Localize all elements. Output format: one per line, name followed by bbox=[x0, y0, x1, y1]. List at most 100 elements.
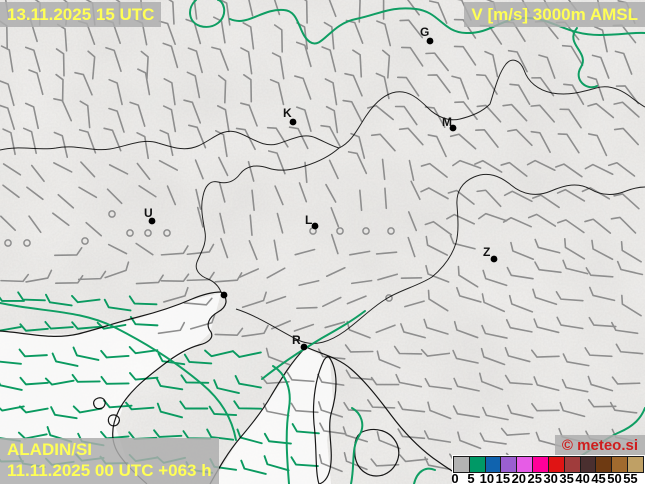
wind-barb bbox=[502, 103, 528, 122]
wind-barb bbox=[128, 346, 159, 355]
city-dot bbox=[449, 124, 457, 132]
wind-barb bbox=[28, 69, 44, 96]
wind-barb bbox=[561, 378, 589, 393]
city-label: G bbox=[420, 25, 429, 39]
wind-barb bbox=[108, 78, 123, 106]
wind-barb bbox=[294, 248, 316, 256]
wind-barb bbox=[611, 376, 641, 385]
wind-barb bbox=[240, 102, 258, 127]
wind-barb bbox=[162, 42, 179, 69]
wind-barb bbox=[44, 320, 74, 330]
wind-barb bbox=[273, 24, 283, 53]
wind-barb bbox=[241, 291, 267, 309]
wind-barb bbox=[347, 151, 368, 175]
wind-barb bbox=[349, 250, 371, 256]
isotach-contour bbox=[272, 365, 291, 484]
wind-barb bbox=[509, 83, 531, 106]
calm-wind-circle bbox=[336, 227, 344, 235]
wind-barb bbox=[587, 398, 617, 408]
wind-barb bbox=[290, 402, 319, 414]
calm-wind-circle bbox=[362, 227, 370, 235]
wind-barb bbox=[420, 187, 449, 200]
wind-barb bbox=[607, 161, 636, 177]
wind-barb bbox=[538, 54, 556, 79]
wind-barb bbox=[588, 286, 616, 302]
city-dot bbox=[220, 291, 228, 299]
wind-barb bbox=[298, 182, 308, 203]
wind-barb bbox=[0, 376, 23, 391]
wind-barb bbox=[44, 377, 75, 386]
wind-barb bbox=[0, 104, 16, 130]
wind-barb bbox=[218, 0, 231, 26]
wind-speed-legend: 0 5 10 15 20 25 30 35 40 45 50 55 bbox=[451, 455, 645, 484]
wind-barb bbox=[563, 238, 586, 260]
city-marker: U bbox=[144, 206, 156, 225]
wind-barb bbox=[44, 293, 73, 307]
wind-barb bbox=[427, 134, 447, 158]
wind-barb bbox=[18, 348, 48, 358]
wind-barb bbox=[323, 21, 335, 50]
wind-barb bbox=[614, 50, 633, 75]
wind-barb bbox=[263, 0, 281, 16]
city-label: M bbox=[442, 115, 452, 129]
wind-barb bbox=[427, 289, 449, 312]
wind-barb bbox=[398, 127, 424, 146]
wind-barb bbox=[240, 47, 253, 75]
wind-barb bbox=[404, 300, 425, 308]
wind-barb bbox=[532, 288, 558, 306]
wind-barb bbox=[616, 260, 644, 276]
wind-barb bbox=[208, 405, 238, 417]
wind-barb bbox=[449, 133, 477, 150]
wind-barb bbox=[107, 243, 128, 255]
wind-barb bbox=[153, 429, 183, 438]
wind-barb bbox=[507, 49, 528, 73]
wind-barb bbox=[424, 377, 453, 390]
wind-barb bbox=[407, 236, 416, 258]
isotach-contour bbox=[229, 7, 645, 45]
wind-barb bbox=[527, 213, 557, 227]
wind-barb bbox=[508, 294, 534, 313]
wind-barb bbox=[359, 189, 363, 212]
wind-barb bbox=[454, 101, 478, 121]
wind-barb bbox=[158, 20, 176, 46]
wind-barb bbox=[2, 163, 22, 176]
coastline bbox=[0, 291, 222, 337]
wind-barb bbox=[248, 240, 258, 261]
wind-barb bbox=[186, 243, 215, 256]
wind-barb bbox=[242, 22, 255, 50]
wind-barb bbox=[476, 104, 502, 123]
calm-wind-circle bbox=[4, 239, 12, 247]
wind-barb bbox=[613, 127, 640, 146]
wind-barb bbox=[344, 72, 363, 97]
wind-barb bbox=[234, 374, 262, 389]
wind-barb bbox=[271, 52, 285, 80]
wind-barb bbox=[104, 261, 130, 279]
wind-barb bbox=[534, 238, 561, 254]
calm-wind-circle bbox=[126, 229, 134, 237]
wind-barb bbox=[503, 190, 533, 203]
wind-barb bbox=[482, 406, 509, 421]
wind-barb bbox=[342, 99, 363, 123]
wind-barb bbox=[136, 131, 150, 160]
wind-barb bbox=[591, 54, 610, 79]
wind-barb bbox=[25, 269, 53, 283]
wind-barb bbox=[345, 369, 374, 381]
wind-barb bbox=[399, 454, 429, 463]
wind-barb bbox=[108, 164, 129, 175]
wind-barb bbox=[19, 376, 49, 386]
wind-barb bbox=[103, 298, 132, 312]
wind-barb bbox=[427, 74, 451, 94]
wind-barb bbox=[477, 212, 508, 222]
wind-barb bbox=[78, 186, 98, 199]
wind-barb bbox=[585, 267, 614, 278]
wind-barb bbox=[535, 431, 562, 448]
wind-barb bbox=[263, 432, 292, 445]
wind-barb bbox=[533, 318, 560, 334]
wind-barb bbox=[562, 259, 589, 275]
legend-swatches bbox=[453, 456, 644, 473]
wind-barb bbox=[367, 399, 396, 409]
wind-barb bbox=[453, 45, 477, 66]
wind-barb bbox=[17, 291, 46, 302]
wind-barb bbox=[2, 184, 20, 199]
